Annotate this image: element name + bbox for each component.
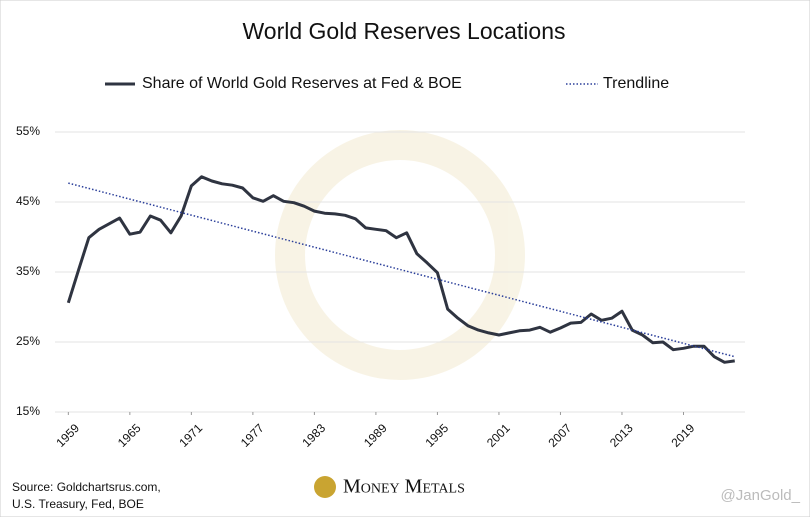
logo: Money Metals	[343, 476, 465, 498]
watermark	[275, 130, 525, 380]
y-tick-label: 55%	[16, 124, 40, 138]
y-tick-label: 35%	[16, 264, 40, 278]
source: U.S. Treasury, Fed, BOE	[12, 497, 144, 511]
logo-icon	[314, 476, 336, 498]
y-tick-label: 45%	[16, 194, 40, 208]
y-tick-label: 25%	[16, 334, 40, 348]
legend-label: Share of World Gold Reserves at Fed & BO…	[142, 75, 462, 92]
chart-title: World Gold Reserves Locations	[243, 18, 566, 44]
legend-label: Trendline	[603, 75, 669, 92]
handle: @JanGold_	[721, 487, 801, 504]
series-line	[66, 175, 735, 364]
source: Source: Goldchartsrus.com,	[12, 480, 161, 494]
y-tick-label: 15%	[16, 404, 40, 418]
series-line	[68, 182, 735, 358]
